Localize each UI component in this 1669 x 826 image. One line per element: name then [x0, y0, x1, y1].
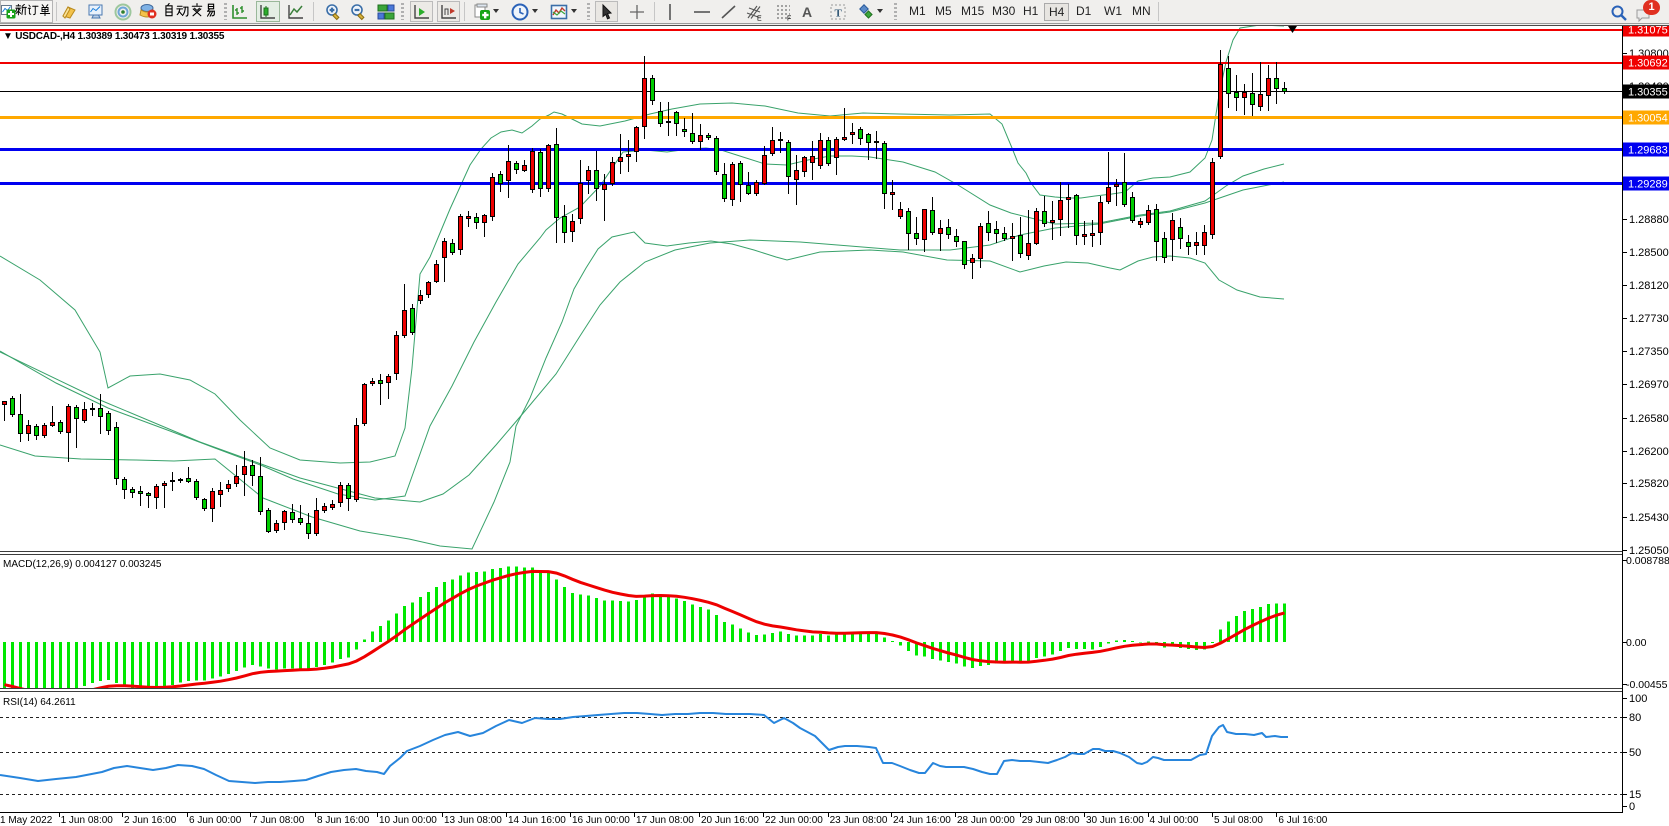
svg-text:29 Jun 08:00: 29 Jun 08:00 [1022, 815, 1080, 826]
svg-text:1.25820: 1.25820 [1629, 478, 1669, 490]
svg-text:16 Jun 00:00: 16 Jun 00:00 [572, 815, 630, 826]
svg-text:1.29683: 1.29683 [1628, 145, 1668, 157]
svg-text:23 Jun 08:00: 23 Jun 08:00 [830, 815, 888, 826]
svg-text:1.28120: 1.28120 [1629, 280, 1669, 292]
svg-text:▼ USDCAD-,H4 1.30389 1.30473: ▼ USDCAD-,H4 1.30389 1.30473 1.30319 1.3… [3, 31, 225, 42]
svg-text:RSI(14) 64.2611: RSI(14) 64.2611 [3, 697, 76, 708]
svg-text:MACD(12,26,9) 0.004127 0.00324: MACD(12,26,9) 0.004127 0.003245 [3, 559, 162, 570]
svg-text:1.30692: 1.30692 [1628, 58, 1668, 70]
svg-text:1.28880: 1.28880 [1629, 214, 1669, 226]
svg-text:1.29289: 1.29289 [1628, 179, 1668, 191]
svg-text:30 Jun 16:00: 30 Jun 16:00 [1086, 815, 1144, 826]
svg-text:17 Jun 08:00: 17 Jun 08:00 [636, 815, 694, 826]
svg-text:F: F [787, 16, 791, 22]
svg-text:6 Jun 00:00: 6 Jun 00:00 [189, 815, 242, 826]
svg-text:0.008788: 0.008788 [1626, 555, 1669, 567]
svg-text:80: 80 [1629, 712, 1641, 724]
svg-text:50: 50 [1629, 747, 1641, 759]
svg-text:1.27730: 1.27730 [1629, 313, 1669, 325]
svg-text:1.28500: 1.28500 [1629, 247, 1669, 259]
svg-text:14 Jun 16:00: 14 Jun 16:00 [508, 815, 566, 826]
svg-text:24 Jun 16:00: 24 Jun 16:00 [893, 815, 951, 826]
svg-text:6 Jul 16:00: 6 Jul 16:00 [1278, 815, 1327, 826]
svg-text:7 Jun 08:00: 7 Jun 08:00 [252, 815, 305, 826]
svg-text:10 Jun 00:00: 10 Jun 00:00 [379, 815, 437, 826]
svg-text:1.25430: 1.25430 [1629, 512, 1669, 524]
svg-text:20 Jun 16:00: 20 Jun 16:00 [701, 815, 759, 826]
svg-text:-0.00455: -0.00455 [1626, 679, 1668, 691]
svg-text:5 Jul 08:00: 5 Jul 08:00 [1214, 815, 1263, 826]
svg-text:1.26580: 1.26580 [1629, 413, 1669, 425]
svg-text:13 Jun 08:00: 13 Jun 08:00 [444, 815, 502, 826]
svg-text:1.27350: 1.27350 [1629, 346, 1669, 358]
svg-text:E: E [757, 16, 762, 22]
svg-text:15: 15 [1629, 789, 1641, 801]
svg-text:0.00: 0.00 [1626, 637, 1647, 649]
svg-text:1.26200: 1.26200 [1629, 446, 1669, 458]
svg-text:100: 100 [1629, 693, 1647, 705]
svg-text:4 Jul 00:00: 4 Jul 00:00 [1150, 815, 1199, 826]
svg-text:1 Jun 08:00: 1 Jun 08:00 [61, 815, 114, 826]
svg-text:1.30054: 1.30054 [1628, 113, 1668, 125]
svg-text:T: T [835, 8, 843, 20]
svg-text:1.26970: 1.26970 [1629, 379, 1669, 391]
svg-text:8 Jun 16:00: 8 Jun 16:00 [317, 815, 370, 826]
svg-text:1.31075: 1.31075 [1628, 25, 1668, 37]
svg-text:1.25050: 1.25050 [1629, 545, 1669, 557]
svg-text:2 Jun 16:00: 2 Jun 16:00 [124, 815, 177, 826]
svg-text:28 Jun 00:00: 28 Jun 00:00 [957, 815, 1015, 826]
svg-text:1.30355: 1.30355 [1628, 87, 1668, 99]
svg-text:22 Jun 00:00: 22 Jun 00:00 [765, 815, 823, 826]
svg-text:0: 0 [1629, 801, 1635, 813]
svg-text:1 May 2022: 1 May 2022 [0, 815, 53, 826]
